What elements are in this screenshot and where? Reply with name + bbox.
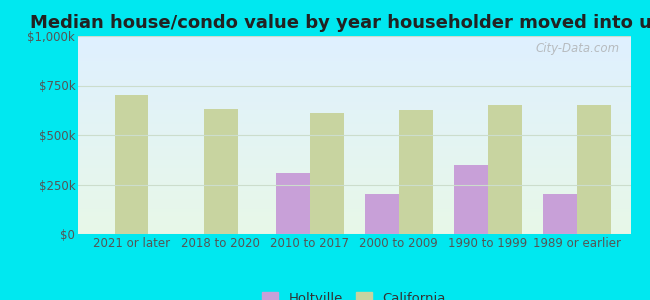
Bar xyxy=(114,95,148,234)
Bar xyxy=(488,105,522,234)
Text: City-Data.com: City-Data.com xyxy=(536,42,619,55)
Title: Median house/condo value by year householder moved into unit: Median house/condo value by year househo… xyxy=(29,14,650,32)
Bar xyxy=(577,105,611,234)
Bar xyxy=(399,110,433,234)
Bar xyxy=(276,172,309,234)
Legend: Holtville, California: Holtville, California xyxy=(257,286,451,300)
Bar xyxy=(203,109,237,234)
Bar xyxy=(309,113,344,234)
Bar xyxy=(365,194,399,234)
Bar xyxy=(543,194,577,234)
Bar xyxy=(454,165,488,234)
